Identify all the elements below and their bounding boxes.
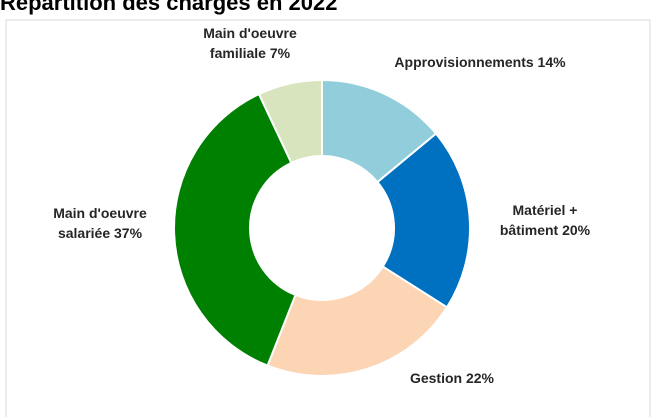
value-label: 7% — [269, 45, 291, 61]
category-label: Main d'oeuvre salariée — [53, 205, 147, 241]
data-label: Main d'oeuvre salariée 37% — [35, 203, 165, 243]
slice — [376, 132, 471, 309]
value-label: 37% — [114, 225, 143, 241]
data-label: Matériel + bâtiment 20% — [490, 200, 600, 240]
value-label: 14% — [537, 54, 566, 70]
slice — [257, 78, 323, 165]
category-label: Gestion — [409, 370, 463, 386]
value-label: 20% — [562, 222, 591, 238]
data-label: Approvisionnements 14% — [385, 52, 575, 72]
chart-title: Répartition des charges en 2022 — [0, 0, 337, 15]
data-label: Main d'oeuvre familiale 7% — [180, 23, 320, 63]
category-label: Approvisionnements — [394, 54, 534, 70]
value-label: 22% — [465, 370, 495, 386]
slice — [266, 265, 449, 377]
category-label: Main d'oeuvre familiale — [203, 25, 297, 61]
data-label: Gestion 22% — [382, 368, 522, 388]
slice — [173, 92, 297, 367]
category-label: Matériel + bâtiment — [499, 202, 578, 238]
